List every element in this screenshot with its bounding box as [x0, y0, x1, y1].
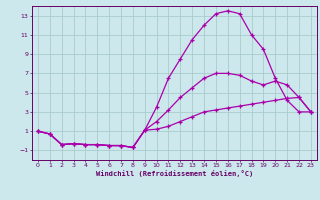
X-axis label: Windchill (Refroidissement éolien,°C): Windchill (Refroidissement éolien,°C) — [96, 170, 253, 177]
